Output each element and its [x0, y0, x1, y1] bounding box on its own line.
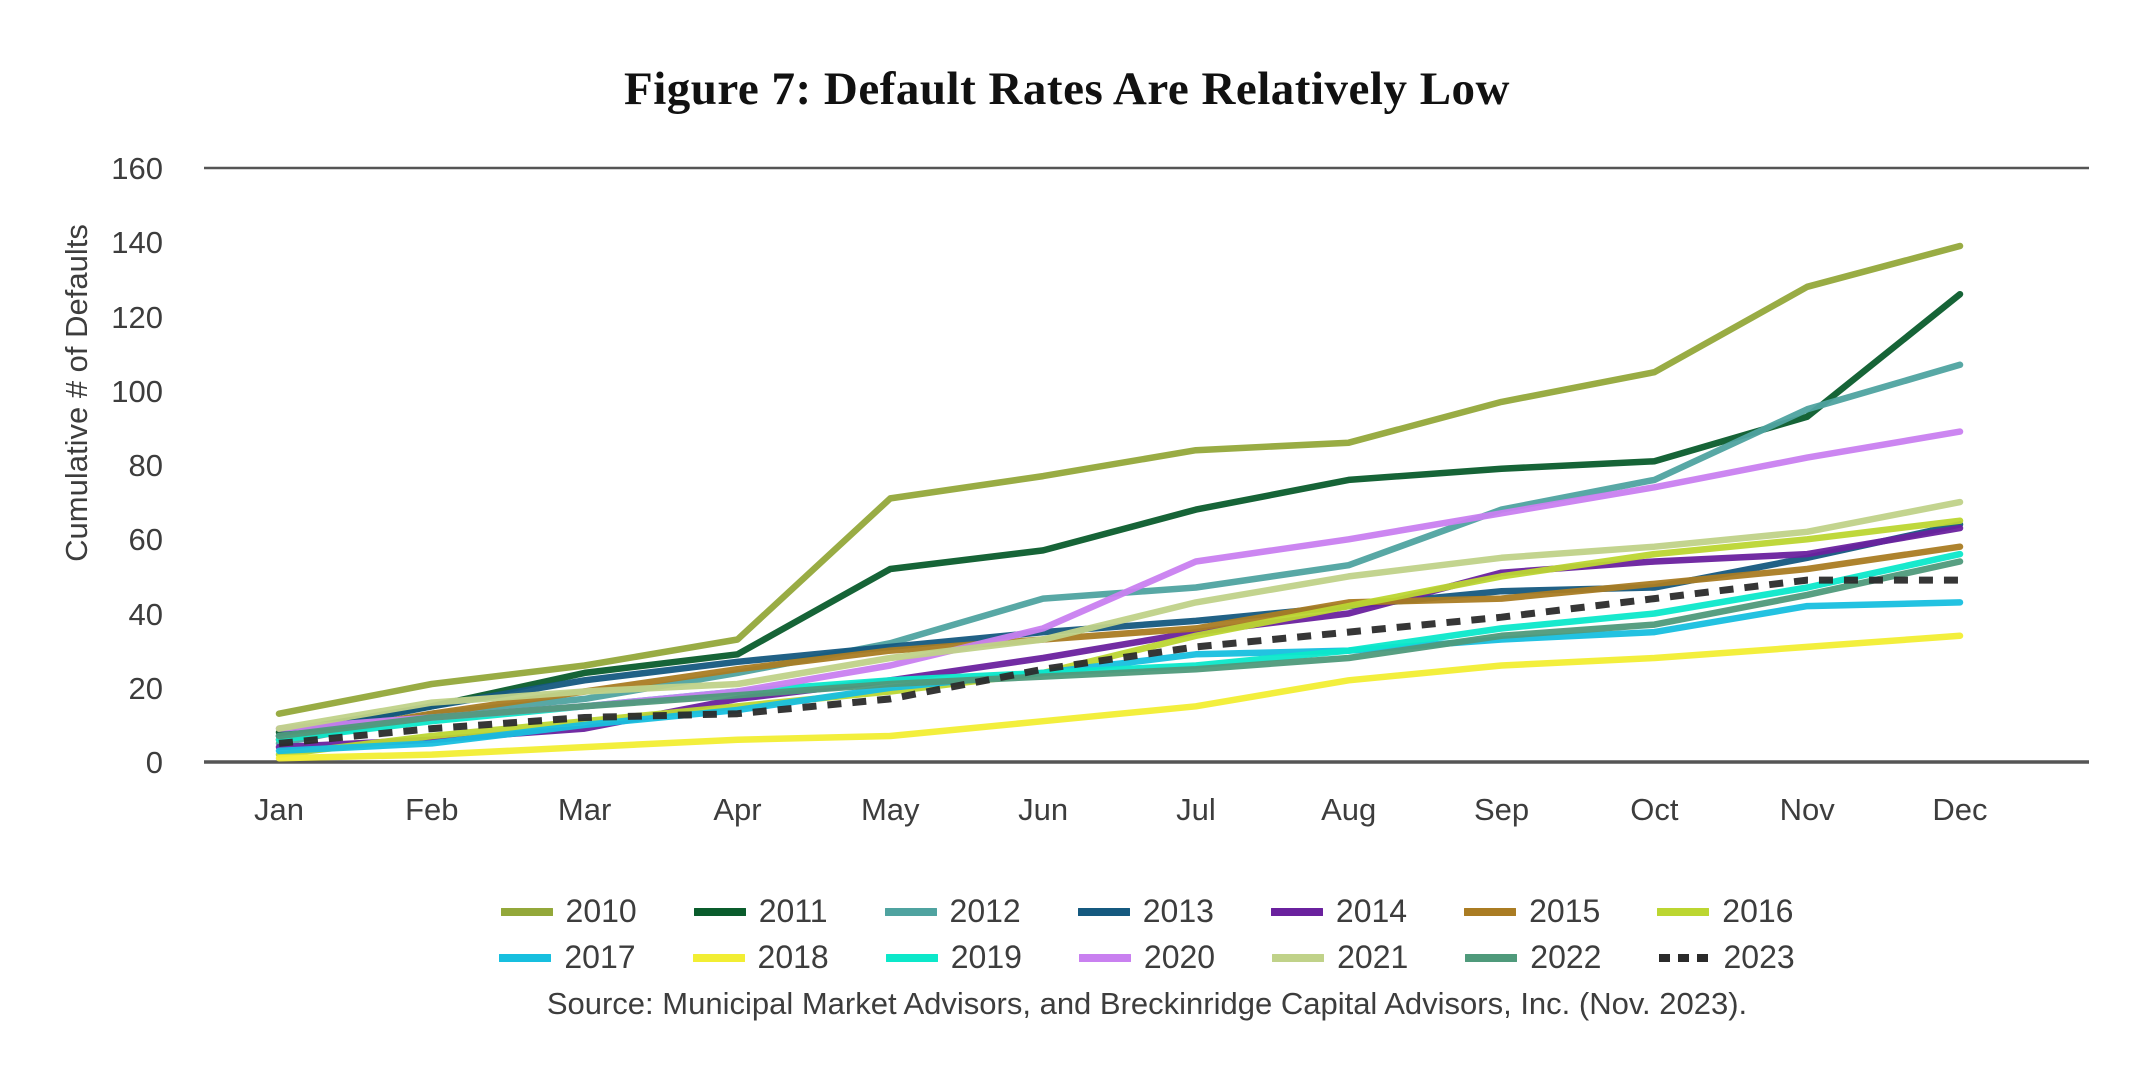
legend-label-2022: 2022 [1530, 939, 1602, 975]
series-line-2016 [275, 517, 1964, 758]
series-line-2021 [275, 498, 1964, 732]
y-tick-label-0: 0 [145, 745, 163, 780]
y-tick-label-20: 20 [128, 670, 163, 706]
legend-row-1: 2010 2011 2012 2013 2014 2015 2016 [500, 893, 1793, 930]
x-tick-label-feb: Feb [405, 792, 459, 827]
legend-item-2021: 2021 [1272, 939, 1408, 976]
legend-label-2011: 2011 [758, 893, 828, 929]
legend-label-2015: 2015 [1529, 893, 1601, 929]
legend-swatch-2010-line-icon [500, 907, 553, 916]
x-tick-label-oct: Oct [1630, 792, 1679, 827]
legend-item-2014: 2014 [1270, 893, 1408, 930]
legend-swatch-2016-line-icon [1657, 907, 1710, 916]
x-tick-label-aug: Aug [1321, 792, 1377, 827]
y-tick-label-40: 40 [128, 596, 163, 632]
legend-label-2023: 2023 [1723, 939, 1795, 975]
y-tick-label-60: 60 [128, 522, 163, 558]
series-line-2018 [275, 632, 1964, 762]
series-line-2017 [275, 599, 1964, 755]
x-tick-label-sep: Sep [1473, 792, 1530, 827]
legend-swatch-2018-line-icon [692, 953, 745, 962]
legend-swatch-2021-line-icon [1272, 953, 1325, 962]
legend-label-2012: 2012 [949, 893, 1021, 929]
y-tick-label-120: 120 [111, 299, 163, 335]
x-tick-label-jan: Jan [254, 792, 304, 827]
x-tick-label-jul: Jul [1176, 792, 1216, 827]
legend-item-2020: 2020 [1078, 939, 1216, 976]
legend-swatch-2015-line-icon [1464, 907, 1517, 916]
legend-label-2010: 2010 [565, 893, 637, 929]
legend-item-2010: 2010 [500, 893, 637, 930]
legend-label-2021: 2021 [1337, 939, 1409, 975]
legend-item-2015: 2015 [1464, 893, 1600, 930]
chart-legend: 2010 2011 2012 2013 2014 2015 2016 2017 2018 2019… [204, 893, 2090, 976]
legend-label-2019: 2019 [950, 939, 1022, 975]
series-line-2023 [278, 576, 1960, 747]
legend-label-2017: 2017 [564, 939, 636, 975]
legend-item-2016: 2016 [1657, 893, 1793, 930]
legend-item-2011: 2011 [693, 893, 828, 930]
legend-swatch-2014-line-icon [1270, 907, 1323, 916]
legend-item-2013: 2013 [1077, 893, 1214, 930]
legend-swatch-2020-line-icon [1078, 953, 1131, 962]
legend-item-2012: 2012 [884, 893, 1021, 930]
x-tick-label-dec: Dec [1932, 792, 1988, 827]
legend-item-2023: 2023 [1658, 939, 1795, 976]
legend-label-2014: 2014 [1335, 893, 1408, 929]
x-tick-label-mar: Mar [557, 792, 612, 827]
x-tick-label-may: May [860, 792, 920, 827]
series-line-2022 [275, 558, 1964, 740]
legend-item-2017: 2017 [499, 939, 636, 976]
chart-title: Figure 7: Default Rates Are Relatively L… [624, 63, 1510, 115]
legend-swatch-2019-line-icon [885, 953, 938, 962]
legend-swatch-2022-line-icon [1465, 953, 1518, 962]
legend-swatch-2017-line-icon [499, 953, 552, 962]
legend-item-2018: 2018 [692, 939, 829, 976]
x-tick-label-apr: Apr [713, 792, 762, 827]
series-line-2011 [275, 290, 1964, 736]
legend-label-2020: 2020 [1143, 939, 1216, 975]
legend-swatch-2011-line-icon [693, 907, 746, 916]
legend-swatch-2013-line-icon [1077, 907, 1130, 916]
legend-swatch-2023-dashed-line-icon [1659, 953, 1710, 962]
legend-swatch-2012-line-icon [884, 907, 937, 916]
legend-label-2016: 2016 [1722, 893, 1794, 929]
legend-item-2022: 2022 [1465, 939, 1601, 976]
y-tick-label-80: 80 [128, 448, 163, 483]
legend-label-2018: 2018 [757, 939, 829, 975]
legend-label-2013: 2013 [1142, 893, 1214, 929]
series-line-2010 [275, 242, 1964, 717]
legend-item-2019: 2019 [885, 939, 1022, 976]
y-tick-label-100: 100 [111, 373, 163, 409]
x-tick-label-nov: Nov [1779, 792, 1835, 827]
y-tick-label-140: 140 [111, 225, 163, 261]
source-note: Source: Municipal Market Advisors, and B… [546, 986, 1748, 1021]
legend-row-2: 2017 2018 2019 2020 2021 2022 2023 [499, 939, 1795, 976]
x-tick-label-jun: Jun [1018, 792, 1069, 827]
y-tick-label-160: 160 [111, 151, 163, 186]
